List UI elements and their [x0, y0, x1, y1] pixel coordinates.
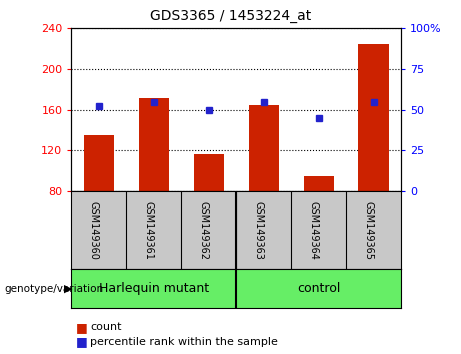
- Text: ▶: ▶: [64, 284, 72, 293]
- Text: GSM149363: GSM149363: [254, 200, 264, 259]
- Text: GSM149362: GSM149362: [199, 200, 209, 259]
- Text: ■: ■: [76, 335, 88, 348]
- Text: control: control: [297, 282, 340, 295]
- Text: ■: ■: [76, 321, 88, 334]
- Bar: [84, 135, 114, 191]
- Text: genotype/variation: genotype/variation: [5, 284, 104, 293]
- Text: GDS3365 / 1453224_at: GDS3365 / 1453224_at: [150, 9, 311, 23]
- Text: GSM149361: GSM149361: [144, 200, 154, 259]
- Bar: [359, 44, 389, 191]
- Text: GSM149365: GSM149365: [364, 200, 373, 259]
- Text: percentile rank within the sample: percentile rank within the sample: [90, 337, 278, 347]
- Text: Harlequin mutant: Harlequin mutant: [99, 282, 209, 295]
- Text: count: count: [90, 322, 121, 332]
- Text: GSM149364: GSM149364: [309, 200, 319, 259]
- Bar: [139, 97, 169, 191]
- Text: GSM149360: GSM149360: [89, 200, 99, 259]
- Bar: [303, 176, 334, 191]
- Bar: [194, 154, 224, 191]
- Bar: [248, 105, 279, 191]
